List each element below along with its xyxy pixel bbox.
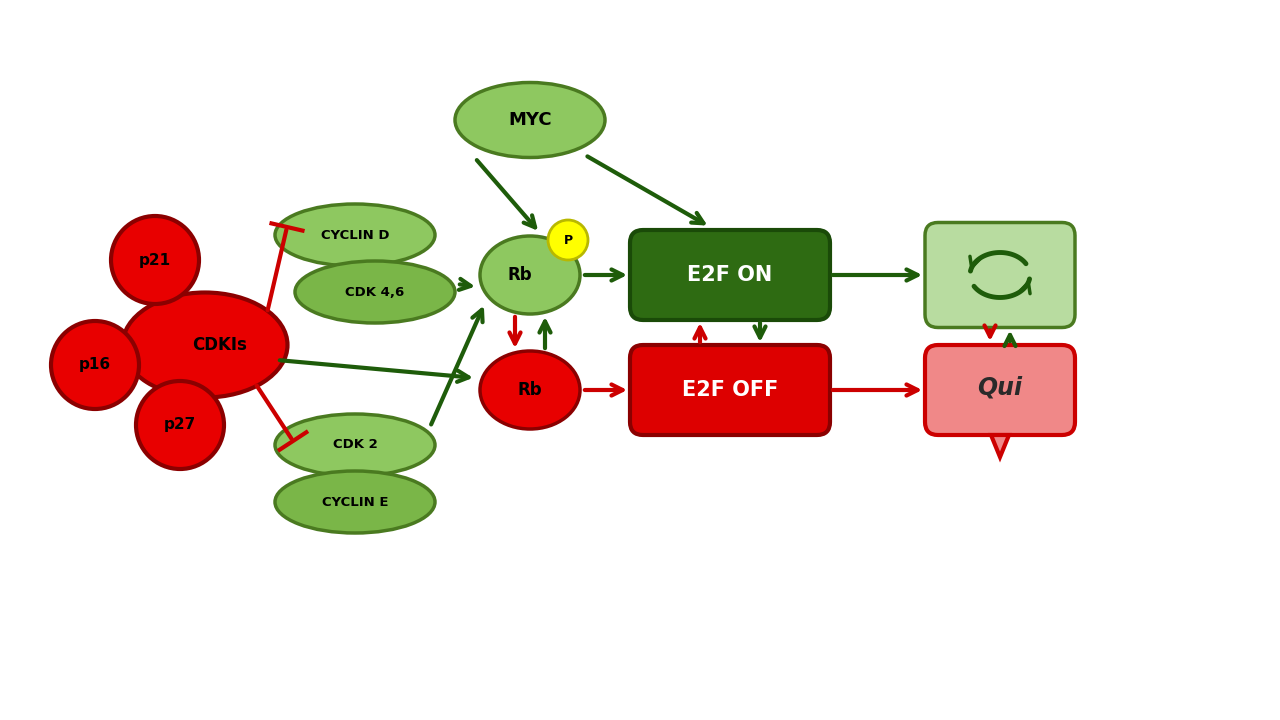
Text: Qui: Qui xyxy=(978,376,1023,400)
Ellipse shape xyxy=(275,471,435,533)
Text: E2F ON: E2F ON xyxy=(687,265,773,285)
Circle shape xyxy=(111,216,198,304)
FancyBboxPatch shape xyxy=(630,345,829,435)
Text: p21: p21 xyxy=(140,253,172,268)
Circle shape xyxy=(136,381,224,469)
Circle shape xyxy=(548,220,588,260)
Ellipse shape xyxy=(480,236,580,314)
FancyBboxPatch shape xyxy=(925,345,1075,435)
Text: P: P xyxy=(563,233,572,246)
Text: p16: p16 xyxy=(79,358,111,372)
FancyBboxPatch shape xyxy=(630,230,829,320)
Text: CDK 2: CDK 2 xyxy=(333,438,378,451)
FancyBboxPatch shape xyxy=(925,222,1075,328)
Text: CYCLIN E: CYCLIN E xyxy=(321,495,388,508)
Text: CDKIs: CDKIs xyxy=(192,336,247,354)
Ellipse shape xyxy=(275,414,435,476)
Text: p27: p27 xyxy=(164,418,196,433)
Text: Rb: Rb xyxy=(517,381,543,399)
Ellipse shape xyxy=(480,351,580,429)
Circle shape xyxy=(51,321,140,409)
Ellipse shape xyxy=(275,204,435,266)
Text: MYC: MYC xyxy=(508,111,552,129)
Ellipse shape xyxy=(454,83,605,158)
Ellipse shape xyxy=(123,292,288,397)
Polygon shape xyxy=(991,435,1009,457)
Text: E2F OFF: E2F OFF xyxy=(682,380,778,400)
Text: CYCLIN D: CYCLIN D xyxy=(321,228,389,241)
Text: CDK 4,6: CDK 4,6 xyxy=(346,286,404,299)
Ellipse shape xyxy=(294,261,454,323)
Text: Rb: Rb xyxy=(508,266,532,284)
